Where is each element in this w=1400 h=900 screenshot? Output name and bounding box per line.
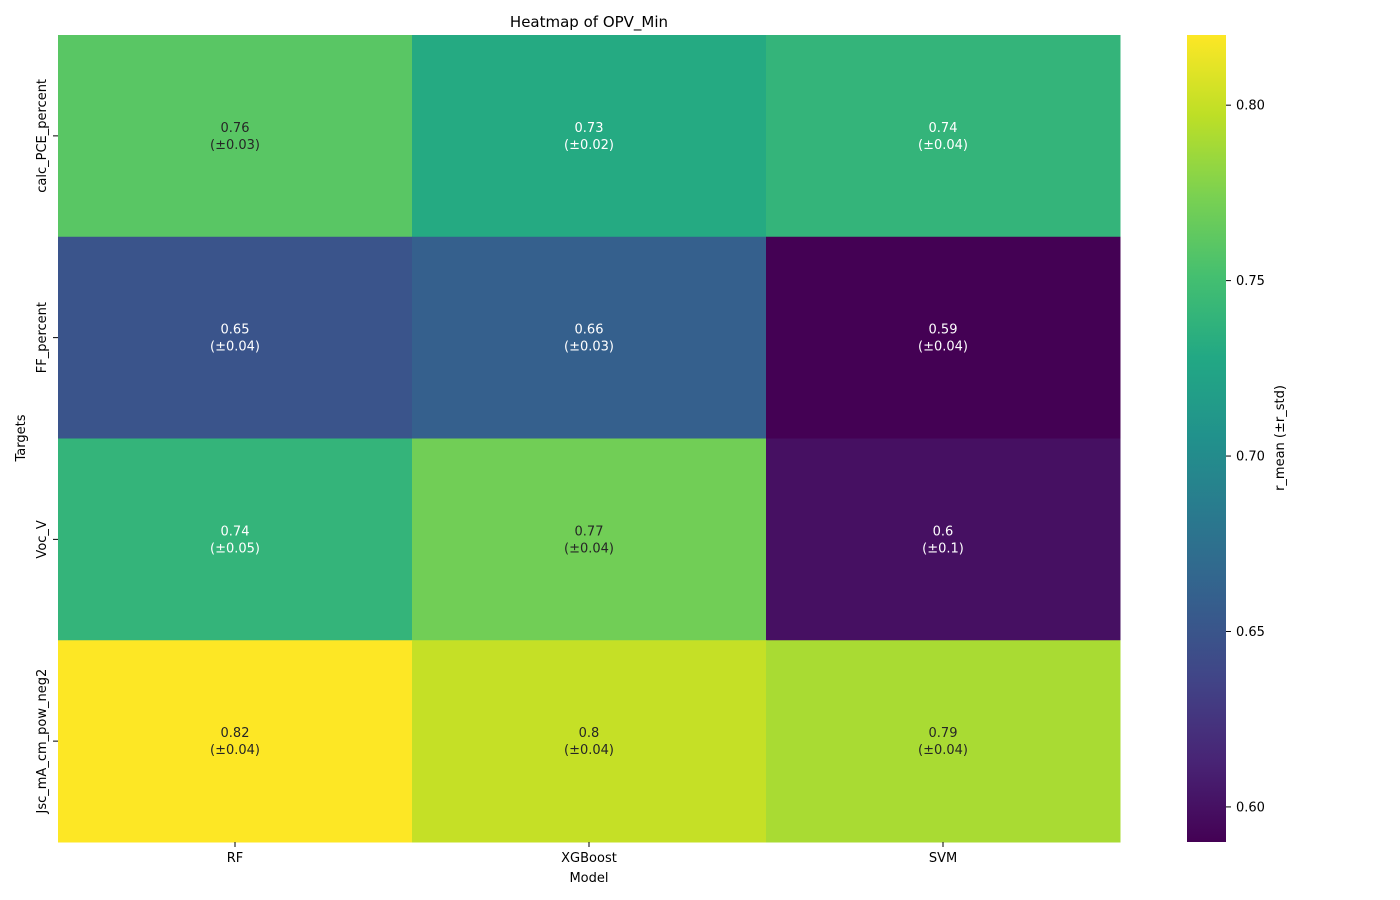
cell-std-label: (±0.04) [564,743,614,758]
cell-std-label: (±0.04) [564,541,614,556]
heatmap-cell [412,236,767,439]
cell-value-label: 0.8 [579,726,600,741]
colorbar-ticks: 0.60 0.65 0.70 0.75 0.80 [1226,99,1265,815]
cell-value-label: 0.74 [221,524,250,539]
cell-std-label: (±0.1) [922,541,964,556]
y-axis: calc_PCE_percent FF_percent Voc_V Jsc_mA_cm… [35,79,58,815]
cell-value-label: 0.77 [575,524,604,539]
cell-value-label: 0.73 [575,121,604,136]
cell-value-label: 0.65 [221,323,250,338]
colorbar-tick-label: 0.80 [1236,99,1265,114]
heatmap-cell [766,640,1121,843]
heatmap-cells: 0.76 (±0.03) 0.73 (±0.02) 0.74 (±0.04) 0.65 (±0… [58,35,1121,843]
colorbar-tick-label: 0.65 [1236,625,1265,640]
heatmap-cell [766,438,1121,641]
x-tick-label: SVM [929,851,957,866]
heatmap-cell [58,640,413,843]
heatmap-cell [766,35,1121,238]
y-tick-label: Voc_V [35,520,50,558]
x-axis: RF XGBoost SVM [227,842,957,866]
heatmap-cell [58,438,413,641]
colorbar [1187,35,1226,842]
cell-value-label: 0.79 [929,726,958,741]
x-tick-label: XGBoost [561,851,617,866]
heatmap-cell [766,236,1121,439]
y-tick-label: FF_percent [35,302,50,373]
cell-value-label: 0.82 [221,726,250,741]
cell-value-label: 0.76 [221,121,250,136]
cell-value-label: 0.59 [929,323,958,338]
cell-std-label: (±0.02) [564,138,614,153]
x-tick-label: RF [227,851,244,866]
y-tick-label: Jsc_mA_cm_pow_neg2 [35,669,50,815]
heatmap-cell [58,236,413,439]
heatmap-cell [412,438,767,641]
cell-std-label: (±0.04) [918,340,968,355]
y-axis-label: Targets [14,414,29,462]
cell-std-label: (±0.04) [918,743,968,758]
colorbar-tick-label: 0.60 [1236,800,1265,815]
y-tick-label: calc_PCE_percent [35,79,50,193]
cell-std-label: (±0.03) [564,340,614,355]
colorbar-tick-label: 0.75 [1236,274,1265,289]
heatmap-cell [412,640,767,843]
cell-std-label: (±0.04) [210,743,260,758]
cell-value-label: 0.66 [575,323,604,338]
cell-std-label: (±0.05) [210,541,260,556]
heatmap-cell [412,35,767,238]
cell-std-label: (±0.03) [210,138,260,153]
heatmap-cell [58,35,413,238]
chart-title: Heatmap of OPV_Min [510,13,668,32]
cell-std-label: (±0.04) [918,138,968,153]
cell-value-label: 0.74 [929,121,958,136]
colorbar-label: r_mean (±r_std) [1273,385,1288,491]
x-axis-label: Model [569,871,608,886]
cell-std-label: (±0.04) [210,340,260,355]
cell-value-label: 0.6 [933,524,954,539]
colorbar-tick-label: 0.70 [1236,450,1265,465]
